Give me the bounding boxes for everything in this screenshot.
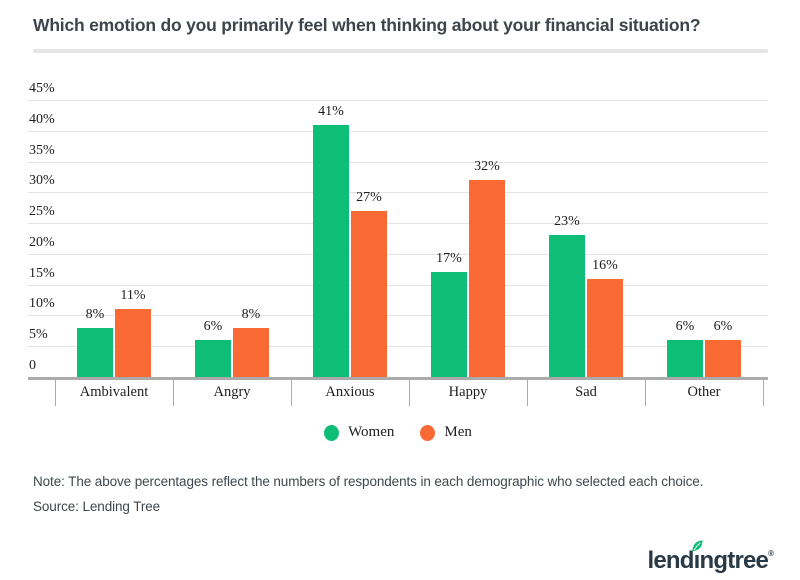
y-axis-tick-label: 45% <box>29 81 55 96</box>
logo-text-i: ı <box>693 547 701 574</box>
y-axis-tick-label: 30% <box>29 173 55 188</box>
bar-value-label: 6% <box>203 319 223 334</box>
bar-women-anxious <box>313 125 349 377</box>
gridline <box>28 192 768 193</box>
bar-men-sad <box>587 279 623 377</box>
gridline <box>28 223 768 224</box>
bar-women-ambivalent <box>77 328 113 377</box>
y-axis-tick-label: 10% <box>29 296 55 311</box>
logo-trademark: ® <box>768 549 774 558</box>
bar-men-angry <box>233 328 269 377</box>
legend-marker-men <box>420 424 436 441</box>
gridline <box>28 254 768 255</box>
logo-letter-i: ı <box>692 540 703 574</box>
x-axis-line <box>28 377 768 380</box>
category-label: Ambivalent <box>79 384 149 400</box>
bar-value-label: 23% <box>554 214 580 229</box>
x-axis-tick <box>527 380 528 406</box>
y-axis-tick-label: 40% <box>29 112 55 127</box>
legend-item: Men <box>420 424 472 441</box>
legend: Women Men <box>28 424 768 441</box>
chart-title: Which emotion do you primarily feel when… <box>33 15 701 35</box>
logo-text-pre: lend <box>647 547 695 574</box>
y-axis-tick-label: 0 <box>29 358 36 373</box>
bar-value-label: 8% <box>85 307 105 322</box>
bar-women-other <box>667 340 703 377</box>
note-text: Note: The above percentages reflect the … <box>33 474 704 489</box>
legend-label: Men <box>444 424 472 440</box>
bar-value-label: 16% <box>592 258 618 273</box>
y-axis-tick-label: 20% <box>29 235 55 250</box>
lendingtree-logo: lend ıngtree® <box>647 540 774 574</box>
legend-marker-women <box>324 424 340 441</box>
bar-value-label: 17% <box>436 251 462 266</box>
bar-value-label: 32% <box>474 159 500 174</box>
bar-value-label: 41% <box>318 104 344 119</box>
bar-women-sad <box>549 235 585 377</box>
gridline <box>28 131 768 132</box>
x-axis-tick <box>55 380 56 406</box>
bar-value-label: 8% <box>241 307 261 322</box>
y-axis-tick-label: 15% <box>29 266 55 281</box>
y-axis-tick-label: 5% <box>29 327 48 342</box>
bar-value-label: 6% <box>713 319 733 334</box>
bar-men-happy <box>469 180 505 377</box>
x-axis-tick <box>409 380 410 406</box>
y-axis-tick-label: 35% <box>29 143 55 158</box>
source-text: Source: Lending Tree <box>33 499 161 514</box>
gridline <box>28 315 768 316</box>
bar-men-other <box>705 340 741 377</box>
x-axis-tick <box>291 380 292 406</box>
bar-women-happy <box>431 272 467 377</box>
gridline <box>28 100 768 101</box>
category-label: Angry <box>213 384 251 400</box>
bar-value-label: 6% <box>675 319 695 334</box>
category-label: Anxious <box>325 384 375 400</box>
legend-label: Women <box>348 424 395 440</box>
gridline <box>28 162 768 163</box>
leaf-icon <box>692 540 703 552</box>
logo-text-post: ngtree <box>699 547 769 574</box>
gridline <box>28 285 768 286</box>
title-divider <box>33 49 768 53</box>
legend-item: Women <box>324 424 394 441</box>
x-axis-tick <box>763 380 764 406</box>
category-label: Other <box>687 384 721 400</box>
gridline <box>28 346 768 347</box>
category-label: Happy <box>448 384 488 400</box>
y-axis-tick-label: 25% <box>29 204 55 219</box>
bar-women-angry <box>195 340 231 377</box>
x-axis-tick <box>645 380 646 406</box>
bar-men-anxious <box>351 211 387 377</box>
bar-value-label: 27% <box>356 190 382 205</box>
category-label: Sad <box>575 384 597 400</box>
x-axis-tick <box>173 380 174 406</box>
bar-men-ambivalent <box>115 309 151 377</box>
bar-value-label: 11% <box>120 288 146 303</box>
